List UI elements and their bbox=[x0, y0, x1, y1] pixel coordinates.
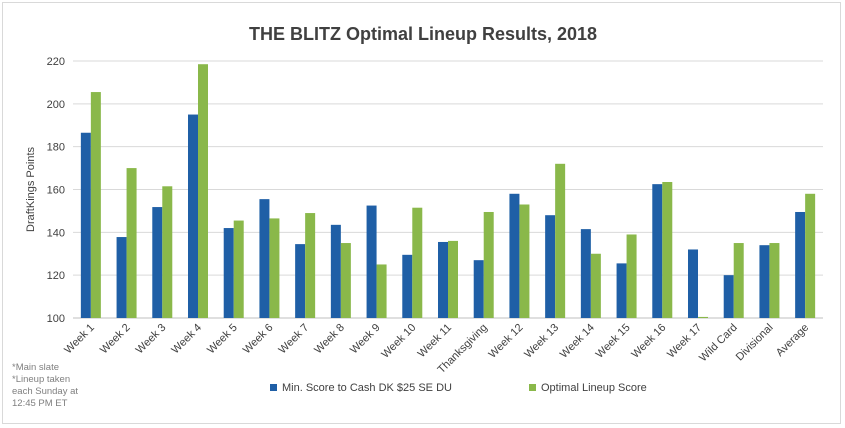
x-tick-label: Week 8 bbox=[312, 322, 347, 357]
x-tick-label: Week 12 bbox=[487, 322, 526, 361]
bar-min-score-week-6 bbox=[259, 199, 270, 318]
bar-min-score-wild-card bbox=[723, 275, 734, 318]
footnote: *Main slate *Lineup taken each Sunday at… bbox=[12, 362, 82, 410]
bar-min-score-week-11 bbox=[438, 241, 448, 318]
y-tick-label: 160 bbox=[47, 185, 65, 197]
legend-swatch-min-score bbox=[270, 384, 277, 391]
bar-min-score-average bbox=[795, 211, 806, 318]
x-tick-label: Week 3 bbox=[134, 322, 169, 357]
y-tick-label: 180 bbox=[47, 142, 65, 154]
bar-min-score-week-4 bbox=[188, 114, 198, 319]
y-tick-label: 100 bbox=[47, 313, 65, 325]
x-tick-label: Week 13 bbox=[522, 322, 561, 361]
bar-min-score-week-7 bbox=[295, 244, 306, 318]
x-tick-label: Week 4 bbox=[169, 322, 204, 357]
bar-min-score-week-10 bbox=[402, 254, 413, 318]
bar-optimal-divisional bbox=[769, 243, 780, 318]
x-tick-label: Week 15 bbox=[594, 322, 633, 361]
chart-svg: THE BLITZ Optimal Lineup Results, 2018 1… bbox=[25, 24, 823, 394]
bar-optimal-week-17 bbox=[698, 316, 708, 318]
legend-label-optimal: Optimal Lineup Score bbox=[541, 382, 647, 394]
bar-min-score-week-16 bbox=[652, 184, 663, 318]
bar-min-score-week-17 bbox=[688, 249, 698, 318]
bar-optimal-week-14 bbox=[590, 253, 601, 318]
x-tick-label: Week 2 bbox=[98, 322, 133, 357]
y-tick-label: 120 bbox=[47, 270, 65, 282]
legend: Min. Score to Cash DK $25 SE DU Optimal … bbox=[270, 382, 647, 394]
x-tick-label: Week 5 bbox=[205, 322, 240, 357]
x-tick-label: Week 9 bbox=[348, 322, 383, 357]
bar-min-score-week-9 bbox=[366, 205, 377, 318]
bars bbox=[80, 64, 816, 319]
bar-optimal-average bbox=[805, 193, 816, 318]
bar-min-score-week-1 bbox=[80, 132, 91, 318]
bar-optimal-week-6 bbox=[269, 218, 280, 318]
x-tick-label: Wild Card bbox=[697, 322, 740, 365]
x-tick-label: Week 6 bbox=[241, 322, 276, 357]
x-tick-label: Average bbox=[774, 322, 811, 359]
bar-optimal-week-4 bbox=[198, 64, 208, 319]
x-tick-label: Divisional bbox=[734, 322, 776, 364]
bar-optimal-week-5 bbox=[233, 220, 244, 318]
bar-min-score-week-12 bbox=[509, 193, 520, 318]
x-tick-label: Week 1 bbox=[62, 322, 97, 357]
bar-optimal-week-1 bbox=[90, 92, 101, 318]
bar-min-score-week-13 bbox=[545, 215, 556, 318]
bar-min-score-week-5 bbox=[223, 228, 234, 318]
chart-title: THE BLITZ Optimal Lineup Results, 2018 bbox=[249, 24, 597, 44]
bar-optimal-week-13 bbox=[555, 163, 566, 318]
x-axis-ticks: Week 1 Week 2 Week 3 Week 4 Week 5 Week 6 Week… bbox=[62, 322, 811, 376]
bar-optimal-week-3 bbox=[162, 186, 173, 318]
bar-optimal-week-11 bbox=[448, 240, 458, 318]
bar-min-score-thanksgiving bbox=[473, 260, 484, 318]
bar-optimal-week-12 bbox=[519, 204, 530, 318]
bar-optimal-thanksgiving bbox=[483, 211, 494, 318]
bar-min-score-week-3 bbox=[152, 207, 163, 318]
bar-optimal-week-9 bbox=[376, 264, 387, 318]
bar-min-score-week-8 bbox=[330, 224, 341, 318]
legend-swatch-optimal bbox=[529, 384, 536, 391]
bar-min-score-week-15 bbox=[616, 263, 627, 318]
bar-min-score-week-14 bbox=[580, 229, 591, 318]
bar-optimal-wild-card bbox=[733, 243, 744, 318]
bar-optimal-week-10 bbox=[412, 207, 423, 318]
footnote-lineup-time: *Lineup taken each Sunday at 12:45 PM ET bbox=[12, 374, 79, 409]
y-axis-label: DraftKings Points bbox=[25, 147, 37, 232]
x-tick-label: Week 10 bbox=[379, 322, 418, 361]
y-tick-label: 140 bbox=[47, 227, 65, 239]
bar-optimal-week-7 bbox=[305, 213, 316, 318]
x-tick-label: Week 7 bbox=[277, 322, 312, 357]
bar-min-score-week-2 bbox=[116, 237, 127, 318]
y-axis-ticks: 100 120 140 160 180 200 220 bbox=[47, 56, 65, 325]
legend-label-min-score: Min. Score to Cash DK $25 SE DU bbox=[282, 382, 452, 394]
bar-min-score-divisional bbox=[759, 245, 770, 318]
y-tick-label: 200 bbox=[47, 99, 65, 111]
x-tick-label: Week 16 bbox=[629, 322, 668, 361]
x-tick-label: Week 14 bbox=[558, 322, 597, 361]
y-tick-label: 220 bbox=[47, 56, 65, 68]
chart-frame: THE BLITZ Optimal Lineup Results, 2018 1… bbox=[2, 2, 841, 424]
bar-optimal-week-15 bbox=[626, 234, 637, 318]
bar-optimal-week-2 bbox=[126, 168, 137, 318]
footnote-main-slate: *Main slate bbox=[12, 362, 59, 373]
bar-optimal-week-8 bbox=[340, 243, 351, 318]
bar-optimal-week-16 bbox=[662, 182, 673, 318]
